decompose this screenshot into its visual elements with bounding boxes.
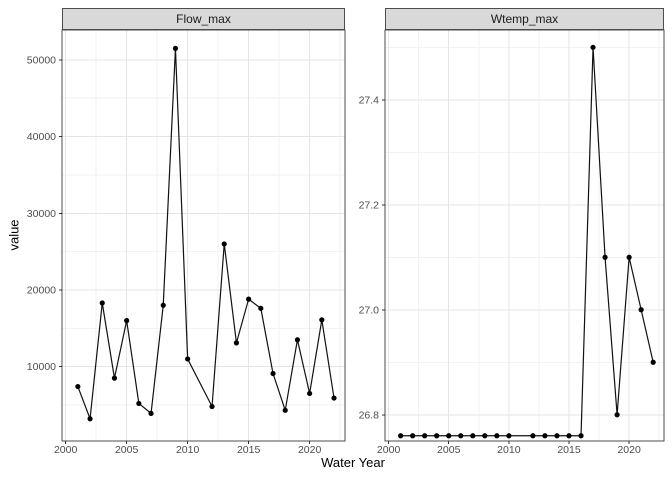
data-point <box>446 433 452 439</box>
y-tick-label: 26.8 <box>359 409 380 421</box>
data-point <box>530 433 536 439</box>
data-point <box>75 383 81 390</box>
data-point <box>554 433 560 439</box>
x-tick-label: 2015 <box>237 444 261 456</box>
panel-background <box>385 30 664 441</box>
data-point <box>282 407 288 413</box>
y-tick-label: 40000 <box>27 131 56 143</box>
x-tick-label: 2000 <box>54 444 78 456</box>
data-point <box>160 302 166 308</box>
data-point <box>124 318 130 324</box>
facet-strip-label: Flow_max <box>176 12 231 26</box>
x-tick-label: 2005 <box>115 444 139 456</box>
data-point <box>172 45 179 52</box>
y-tick-label: 50000 <box>27 54 56 66</box>
data-point <box>494 433 500 439</box>
data-point <box>136 400 142 407</box>
data-point <box>602 254 608 260</box>
data-point <box>578 433 584 439</box>
data-point <box>542 433 548 439</box>
facet-strip-flow-max: Flow_max <box>62 8 345 30</box>
data-point <box>470 433 476 439</box>
x-tick-label: 2005 <box>437 444 461 456</box>
data-point <box>650 359 656 365</box>
data-point <box>209 403 215 410</box>
data-point <box>246 296 252 302</box>
y-tick-label: 27.0 <box>359 304 380 316</box>
data-point <box>185 356 191 362</box>
y-tick-label: 30000 <box>27 208 56 220</box>
data-point <box>307 390 313 397</box>
data-point <box>148 410 154 416</box>
panel-border <box>384 29 665 442</box>
x-tick-label: 2020 <box>617 444 641 456</box>
y-tick-label: 20000 <box>27 284 56 296</box>
data-point <box>626 254 632 260</box>
data-point <box>270 370 276 377</box>
data-point <box>398 433 404 439</box>
data-point <box>87 416 93 422</box>
data-point <box>614 412 620 418</box>
x-axis-title: Water Year <box>321 455 385 470</box>
x-tick-label: 2020 <box>298 444 322 456</box>
data-point <box>422 433 428 439</box>
data-point <box>99 300 105 306</box>
data-point <box>410 433 416 439</box>
panel-background <box>62 30 345 441</box>
data-point <box>221 241 227 247</box>
x-tick-label: 2000 <box>377 444 401 456</box>
data-point <box>111 375 118 381</box>
x-tick-label: 2010 <box>176 444 200 456</box>
facet-strip-label: Wtemp_max <box>490 12 559 26</box>
data-point <box>482 433 488 439</box>
data-point <box>458 433 464 439</box>
y-tick-label: 27.2 <box>359 199 380 211</box>
panel-border <box>61 29 346 442</box>
y-axis-title: value <box>6 219 22 251</box>
data-point <box>590 44 596 50</box>
y-tick-label: 27.4 <box>359 94 380 106</box>
data-point <box>506 433 512 439</box>
x-tick-label: 2015 <box>557 444 581 456</box>
x-tick-label: 2010 <box>497 444 521 456</box>
data-point <box>638 307 644 313</box>
data-point <box>434 433 440 439</box>
data-point <box>258 305 264 311</box>
data-point <box>566 433 572 439</box>
facet-strip-wtemp-max: Wtemp_max <box>385 8 664 30</box>
y-tick-label: 10000 <box>27 361 56 373</box>
data-point <box>319 317 325 323</box>
data-point <box>233 340 240 346</box>
data-point <box>294 337 301 343</box>
data-point <box>331 395 337 401</box>
